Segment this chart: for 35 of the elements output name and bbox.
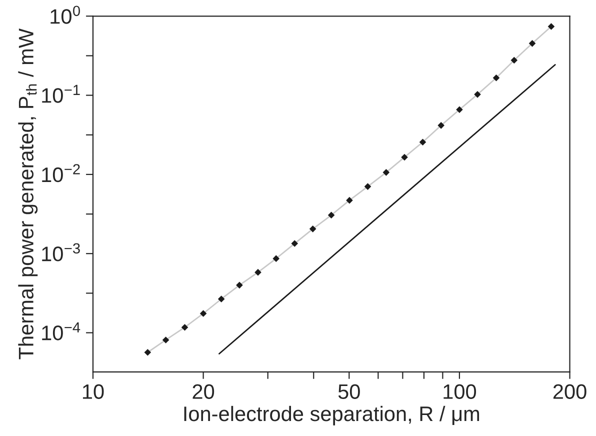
x-tick-label: 50 — [338, 384, 360, 400]
x-tick-label: 20 — [192, 384, 214, 400]
point — [309, 226, 316, 232]
point — [218, 296, 225, 302]
point — [382, 169, 390, 176]
y-axis-title: Thermal power generated, P$_{th}$ / mW — [18, 28, 38, 360]
point — [438, 122, 444, 129]
y-tick-label: 10$^{−4}$ — [42, 322, 80, 340]
point — [510, 56, 518, 64]
x-tick-label: 200 — [553, 384, 586, 400]
y-tick-label: 10$^{−1}$ — [42, 84, 80, 103]
y-tick-label: 10$^{−3}$ — [42, 243, 80, 262]
x-tick-label: 10 — [82, 384, 104, 400]
point — [474, 91, 481, 98]
y-tick-label: 10$^{0}$ — [50, 6, 80, 24]
y-tick-label: 10$^{−2}$ — [42, 164, 80, 182]
point — [401, 154, 408, 161]
point — [492, 74, 500, 82]
point — [272, 255, 280, 262]
x-axis-title: Ion-electrode separation, R / μm — [184, 406, 480, 426]
point — [254, 268, 262, 276]
point — [328, 212, 335, 219]
point — [291, 240, 298, 247]
point — [419, 138, 426, 146]
point — [364, 183, 372, 190]
point — [456, 106, 463, 114]
x-tick-label: 100 — [444, 384, 476, 400]
point — [548, 23, 555, 30]
point — [144, 348, 152, 356]
point — [528, 40, 536, 47]
point — [236, 282, 243, 289]
point — [181, 324, 188, 331]
point — [162, 336, 170, 344]
point — [200, 310, 207, 317]
point — [346, 196, 353, 204]
